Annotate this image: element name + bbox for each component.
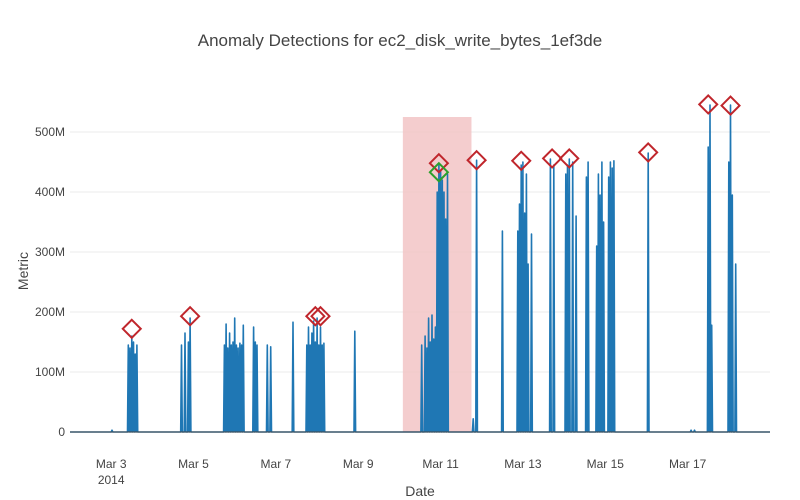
x-tick-label: Mar 5 — [178, 457, 209, 471]
x-tick-label: Mar 15 — [587, 457, 625, 471]
anomaly-marker — [179, 305, 201, 327]
x-tick-labels: Mar 3 2014 Mar 5 Mar 7 Mar 9 Mar 11 Mar 13 Mar … — [96, 457, 707, 487]
y-tick-label: 200M — [35, 305, 65, 319]
y-tick-label: 500M — [35, 125, 65, 139]
x-tick-label: Mar 7 — [261, 457, 292, 471]
y-axis-title: Metric — [15, 252, 31, 290]
marker-layer — [121, 93, 741, 340]
anomaly-marker — [720, 95, 741, 117]
anomaly-marker — [510, 150, 532, 172]
x-tick-label: Mar 9 — [343, 457, 374, 471]
chart-title: Anomaly Detections for ec2_disk_write_by… — [198, 31, 602, 50]
y-tick-labels: 0 100M 200M 300M 400M 500M — [35, 125, 65, 439]
x-tick-label: Mar 11 — [422, 457, 459, 471]
anomaly-marker — [637, 141, 659, 163]
x-tick-label: Mar 3 — [96, 457, 127, 471]
y-tick-label: 0 — [58, 425, 65, 439]
y-tick-label: 300M — [35, 245, 65, 259]
anomaly-marker — [310, 305, 331, 327]
series-line — [70, 104, 770, 433]
anomaly-marker — [541, 147, 563, 169]
series-layer — [70, 104, 770, 433]
anomaly-marker — [428, 161, 450, 183]
x-tick-label: Mar 17 — [669, 457, 707, 471]
y-tick-label: 100M — [35, 365, 65, 379]
x-axis-title: Date — [405, 483, 435, 499]
anomaly-marker — [121, 318, 143, 340]
x-tick-label: Mar 13 — [504, 457, 542, 471]
anomaly-marker — [428, 152, 450, 174]
anomaly-marker — [466, 149, 488, 171]
anomaly-marker — [697, 93, 719, 115]
anomaly-marker — [304, 305, 326, 327]
x-tick-sublabel: 2014 — [98, 473, 125, 487]
y-tick-label: 400M — [35, 185, 65, 199]
anomaly-marker — [558, 147, 580, 169]
